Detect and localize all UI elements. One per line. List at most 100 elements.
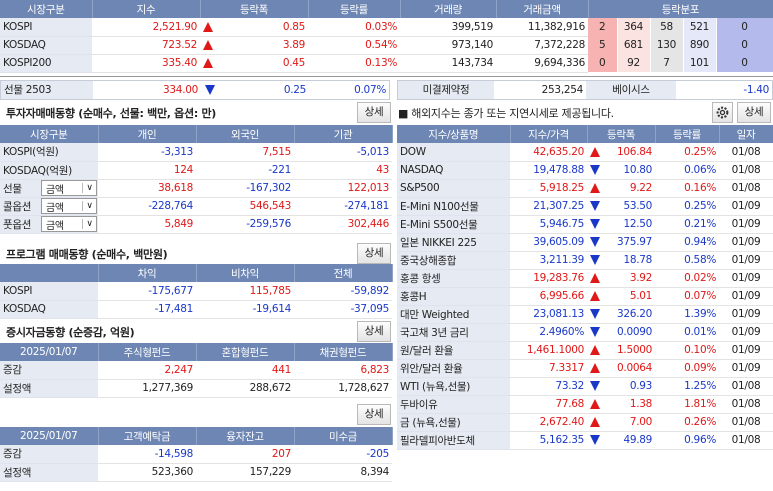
overseas-row[interactable]: 금 (뉴욕,선물) 2,672.40 7.00 0.26% 01/08 xyxy=(397,413,773,432)
col-blank xyxy=(0,264,99,282)
overseas-row[interactable]: DOW 42,635.20 106.84 0.25% 01/08 xyxy=(397,143,773,162)
overseas-row[interactable]: S&P500 5,918.25 9.22 0.16% 01/08 xyxy=(397,179,773,198)
market-row[interactable]: KOSPI200 335.40 0.45 0.13% 143,734 9,694… xyxy=(0,54,773,73)
investor-row: KOSPI(억원) -3,313 7,515 -5,013 xyxy=(0,143,392,162)
overseas-row[interactable]: 일본 NIKKEI 225 39,605.09 375.97 0.94% 01/… xyxy=(397,232,773,252)
market-index: 2,521.90 xyxy=(92,18,200,37)
col-price: 지수/가격 xyxy=(510,125,588,143)
col-mixed-fund: 혼합형펀드 xyxy=(196,343,295,361)
overseas-row[interactable]: E-Mini N100선물 21,307.25 53.50 0.25% 01/0… xyxy=(397,197,773,216)
overseas-row[interactable]: NASDAQ 19,478.88 10.80 0.06% 01/08 xyxy=(397,161,773,180)
program-header-row: 차익 비차익 전체 xyxy=(0,264,393,282)
overseas-name: DOW xyxy=(397,143,510,162)
overseas-row[interactable]: 두바이유 77.68 1.38 1.81% 01/08 xyxy=(397,395,773,414)
overseas-rate: 0.01% xyxy=(655,322,719,342)
program-row: KOSPI -175,677 115,785 -59,892 xyxy=(0,282,392,301)
overseas-date: 01/09 xyxy=(719,197,773,216)
investor-row: 풋옵션 금액 ∨ 5,849 -259,576 302,446 xyxy=(0,215,392,234)
overseas-rate: 0.25% xyxy=(655,197,719,216)
col-rate: 등락률 xyxy=(308,0,401,18)
deposit-detail-button[interactable]: 상세 xyxy=(357,404,391,425)
open-interest-value: 253,254 xyxy=(541,84,584,96)
value-2: -221 xyxy=(196,161,294,180)
dist-unchanged: 7 xyxy=(650,54,684,72)
overseas-name: E-Mini N100선물 xyxy=(397,197,510,216)
market-row[interactable]: KOSPI 2,521.90 0.85 0.03% 399,519 11,382… xyxy=(0,18,773,37)
overseas-row[interactable]: E-Mini S500선물 5,946.75 12.50 0.21% 01/09 xyxy=(397,215,773,234)
overseas-row[interactable]: 필라델피아반도체 5,162.35 49.89 0.96% 01/08 xyxy=(397,431,773,450)
program-detail-button[interactable]: 상세 xyxy=(357,243,391,264)
overseas-date: 01/09 xyxy=(719,215,773,234)
col-equity-fund: 주식형펀드 xyxy=(98,343,197,361)
overseas-name: NASDAQ xyxy=(397,161,510,180)
fund-detail-button[interactable]: 상세 xyxy=(357,321,391,342)
up-arrow-icon xyxy=(590,345,600,355)
overseas-row[interactable]: 위안/달러 환율 7.3317 0.0064 0.09% 01/09 xyxy=(397,359,773,378)
overseas-price: 19,478.88 xyxy=(510,161,587,180)
investor-header-row: 시장구분 개인 외국인 기관 xyxy=(0,125,393,143)
col-amount: 거래금액 xyxy=(496,0,589,18)
overseas-row[interactable]: 국고채 3년 금리 2.4960% 0.0090 0.01% 01/09 xyxy=(397,322,773,342)
row-label: 풋옵션 xyxy=(3,218,32,231)
overseas-row[interactable]: 중국상해종합 3,211.39 18.78 0.58% 01/09 xyxy=(397,251,773,270)
overseas-price: 21,307.25 xyxy=(510,197,587,216)
dist-fall: 521 xyxy=(683,18,717,36)
overseas-date: 01/09 xyxy=(719,359,773,378)
overseas-date: 01/09 xyxy=(719,322,773,342)
value-1: -3,313 xyxy=(98,143,196,162)
overseas-row[interactable]: 대만 Weighted 23,081.13 326.20 1.39% 01/09 xyxy=(397,305,773,324)
value-1: -175,677 xyxy=(98,282,196,301)
market-row[interactable]: KOSDAQ 723.52 3.89 0.54% 973,140 7,372,2… xyxy=(0,36,773,55)
value-3: 122,013 xyxy=(294,179,392,198)
unit-select[interactable]: 금액 ∨ xyxy=(41,216,97,232)
deposit-row: 증감 -14,598 207 -205 xyxy=(0,445,392,464)
overseas-price: 39,605.09 xyxy=(510,232,587,252)
down-arrow-icon xyxy=(590,309,600,319)
market-amount: 11,382,916 xyxy=(496,18,588,37)
unit-select[interactable]: 금액 ∨ xyxy=(41,198,97,214)
overseas-table: 지수/상품명 지수/가격 등락폭 등락률 일자 DOW 42,635.20 10… xyxy=(397,125,773,450)
program-row: KOSDAQ -17,481 -19,614 -37,095 xyxy=(0,300,392,319)
value-2: 288,672 xyxy=(196,379,294,398)
col-institution: 기관 xyxy=(294,125,393,143)
down-arrow-icon xyxy=(590,237,600,247)
overseas-price: 19,283.76 xyxy=(510,269,587,288)
unit-select-value: 금액 xyxy=(46,184,64,196)
market-change: 3.89 xyxy=(216,36,308,55)
row-label: 설정액 xyxy=(0,463,98,482)
overseas-price: 1,461.1000 xyxy=(510,341,587,360)
overseas-row[interactable]: 홍콩H 6,995.66 5.01 0.07% 01/09 xyxy=(397,287,773,306)
market-volume: 399,519 xyxy=(400,18,496,37)
value-1: -14,598 xyxy=(98,445,196,464)
deposit-header-row: 2025/01/07 고객예탁금 융자잔고 미수금 xyxy=(0,427,393,445)
value-2: -19,614 xyxy=(196,300,294,319)
col-margin-loan: 융자잔고 xyxy=(196,427,295,445)
overseas-row[interactable]: WTI (뉴욕,선물) 73.32 0.93 1.25% 01/08 xyxy=(397,376,773,396)
dist-fall: 890 xyxy=(683,36,717,54)
overseas-rate: 0.25% xyxy=(655,143,719,162)
overseas-row[interactable]: 홍콩 항셍 19,283.76 3.92 0.02% 01/09 xyxy=(397,269,773,288)
dist-lower-limit: 0 xyxy=(716,18,773,36)
overseas-rate: 0.58% xyxy=(655,251,719,270)
value-3: -37,095 xyxy=(294,300,392,319)
overseas-date: 01/09 xyxy=(719,287,773,306)
market-change: 0.85 xyxy=(216,18,308,37)
market-rate: 0.13% xyxy=(308,54,400,73)
up-arrow-icon xyxy=(590,363,600,373)
overseas-row[interactable]: 원/달러 환율 1,461.1000 1.5000 0.10% 01/09 xyxy=(397,341,773,360)
investor-detail-button[interactable]: 상세 xyxy=(357,102,391,123)
up-arrow-icon xyxy=(590,399,600,409)
overseas-date: 01/08 xyxy=(719,431,773,450)
overseas-rate: 0.06% xyxy=(655,161,719,180)
dist-upper-limit: 0 xyxy=(588,54,618,72)
col-market: 시장구분 xyxy=(0,0,93,18)
market-summary-table: 시장구분 지수 등락폭 등락률 거래량 거래금액 등락분포 xyxy=(0,0,773,18)
overseas-detail-button[interactable]: 상세 xyxy=(737,102,771,123)
market-volume: 973,140 xyxy=(400,36,496,55)
col-distribution: 등락분포 xyxy=(588,0,773,18)
dist-upper-limit: 2 xyxy=(588,18,618,36)
unit-select[interactable]: 금액 ∨ xyxy=(41,180,97,196)
settings-gear-icon[interactable] xyxy=(712,102,733,123)
overseas-date: 01/08 xyxy=(719,161,773,180)
overseas-change: 0.0090 xyxy=(605,322,655,342)
